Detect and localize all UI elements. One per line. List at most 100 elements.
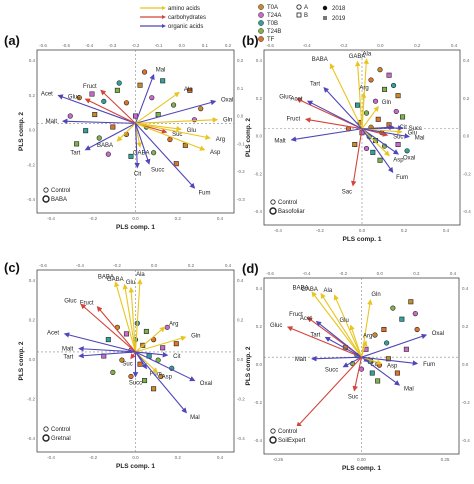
loading-label: Oxal [221, 98, 233, 104]
panel-legend-label: Control [51, 427, 70, 433]
loading-arrow [290, 128, 363, 142]
tick-label-left: 0.4 [256, 286, 263, 291]
loading-label: Fruct [287, 116, 301, 122]
loading-arrow [361, 105, 379, 130]
loading-arrow [135, 122, 196, 189]
tick-label-top: 0.2 [414, 43, 421, 48]
loading-label: GABA [107, 277, 124, 283]
tick-label-right: 0.2 [237, 318, 244, 323]
tick-label-right: 0.0 [462, 362, 469, 367]
data-point [170, 102, 177, 108]
loading-arrow [315, 320, 362, 358]
panel: (b) -0.6 -0.4 -0.2 0.0 0.2 0.4 0.4 0.2 0.0 -0.2 -0.… [242, 33, 471, 243]
loading-label: GABA [133, 151, 150, 157]
tick-label-top: -0.2 [113, 263, 121, 268]
tick-label-bottom: -0.2 [89, 216, 97, 221]
loading-label: Gluc [68, 95, 80, 101]
loading-arrow [134, 73, 155, 124]
loading-label: GABA [301, 287, 318, 293]
panel-letter: (c) [4, 260, 20, 275]
data-point [382, 86, 388, 92]
tick-label-top: 0.4 [451, 43, 458, 48]
tick-label-left: -0.2 [27, 162, 35, 167]
loading-label: Gln [382, 100, 391, 106]
loading-label: Arg [216, 137, 225, 143]
tick-label-right: -0.4 [237, 436, 245, 441]
loading-arrow [100, 89, 136, 124]
x-axis-title: PLS comp. 1 [342, 236, 381, 243]
data-point [386, 122, 392, 128]
data-point [160, 345, 166, 351]
tick-label-left: 0.2 [29, 318, 36, 323]
tick-label-right: -0.2 [237, 169, 245, 174]
tick-label-left: 0.0 [256, 362, 263, 367]
tick-label-bottom: -0.2 [89, 455, 97, 460]
tick-label-right: -0.2 [462, 400, 470, 405]
tick-label-left: 0.2 [29, 93, 36, 98]
panel-legend-label: BABA [51, 197, 67, 203]
loading-label: Arg [359, 85, 368, 91]
loading-label: Acet [300, 316, 312, 322]
loading-label: Arg [169, 321, 178, 327]
loading-label: Cit [134, 171, 142, 177]
loading-label: Glu [408, 130, 417, 136]
panel-legend-bg [41, 424, 93, 444]
data-point [151, 150, 157, 156]
legend-year-label: 2019 [332, 16, 346, 22]
data-point [101, 98, 107, 104]
legend-arrow-head [162, 6, 166, 10]
data-point [92, 112, 98, 118]
loading-label: Mal [156, 67, 166, 73]
tick-label-right: 0.0 [237, 357, 244, 362]
loading-arrow [135, 351, 196, 382]
tick-label-bottom: 0.25 [441, 457, 450, 462]
top-legend: amino acids carbohydrates organic acids T0A… [140, 4, 346, 43]
data-point [412, 311, 418, 317]
legend-timepoint-swatch [258, 28, 264, 34]
loading-arrow [61, 118, 136, 125]
tick-label-left: 0.4 [29, 58, 36, 63]
data-point [395, 93, 401, 99]
data-point [173, 341, 179, 347]
loading-arrow [134, 123, 140, 169]
tick-label-left: -0.4 [27, 436, 35, 441]
data-point [167, 136, 173, 143]
panel-legend-marker [42, 195, 50, 203]
tick-label-right: 0.4 [462, 286, 469, 291]
tick-label-top: -0.2 [132, 43, 140, 48]
loading-arrow [361, 128, 390, 157]
tick-label-top: 0.4 [225, 263, 232, 268]
data-point [399, 316, 405, 322]
data-point [375, 116, 381, 122]
data-point [393, 108, 399, 115]
legend-timepoint-label: T24A [267, 13, 281, 19]
tick-label-right: -0.2 [237, 397, 245, 402]
tick-label-right: 0.2 [237, 58, 244, 63]
data-point [142, 378, 148, 384]
loading-label: Ala [184, 87, 193, 93]
tick-label-right: 0.2 [463, 96, 470, 101]
tick-label-top: -0.6 [266, 271, 274, 276]
loading-arrow [134, 278, 143, 352]
loading-arrow [78, 346, 136, 353]
loading-arrow [135, 326, 166, 353]
loading-arrow [114, 281, 137, 353]
tick-label-right: -0.3 [237, 197, 245, 202]
tick-label-bottom: 0.00 [357, 457, 366, 462]
loading-arrow [84, 122, 136, 151]
data-point [386, 72, 392, 78]
tick-label-bottom: 0.2 [175, 455, 182, 460]
legend-arrow-label: organic acids [168, 24, 203, 30]
loading-label: Tart [70, 151, 80, 157]
loading-label: Succ [325, 368, 338, 374]
data-point [408, 299, 414, 305]
data-point [133, 113, 139, 119]
loading-label: Malt [46, 119, 58, 125]
tick-label-right: -0.2 [463, 171, 471, 176]
loading-label: Cit [173, 354, 181, 360]
tick-label-top: -0.6 [266, 43, 274, 48]
loading-label: BABA [97, 143, 113, 149]
data-point [114, 87, 120, 93]
panel-legend-label: Control [51, 188, 70, 194]
